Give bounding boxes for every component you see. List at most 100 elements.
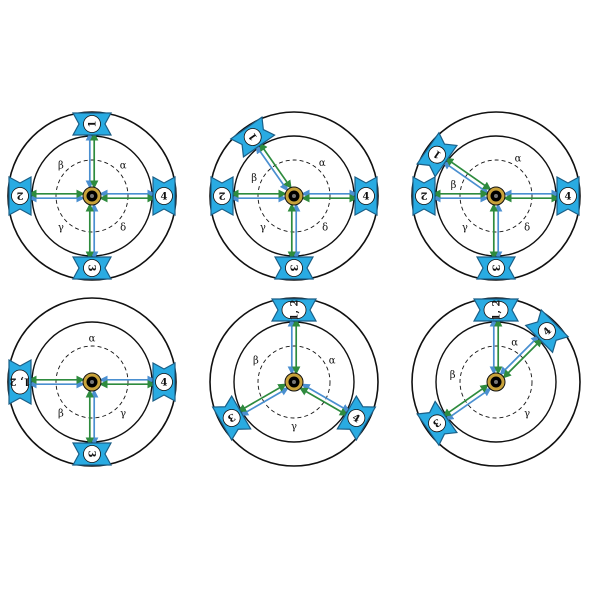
badge-disc xyxy=(155,187,173,205)
panel-f: α β γ 1, 2 3 4 xyxy=(411,297,581,467)
hub-center xyxy=(90,380,94,384)
angle-label-3: γ xyxy=(120,409,126,420)
outer-ring xyxy=(7,111,177,281)
badge-1: 1, 2 xyxy=(472,298,520,322)
badge-label: 1, 2 xyxy=(290,300,301,321)
badge-label: 3 xyxy=(225,411,237,424)
badge-1: 1 xyxy=(416,131,458,178)
badge-label: 3 xyxy=(287,265,298,272)
angle-label-3: γ xyxy=(462,223,468,234)
angle-label-2: β xyxy=(253,356,259,367)
badge-disc xyxy=(83,115,101,133)
badge-disc xyxy=(281,301,307,319)
outer-ring xyxy=(411,111,581,281)
outer-ring xyxy=(209,297,379,467)
angle-label-2: β xyxy=(251,173,257,184)
badge-2: 3 xyxy=(71,442,113,466)
angle-label-4: δ xyxy=(524,223,530,234)
arrow-green-1 xyxy=(444,157,492,191)
badge-disc xyxy=(559,187,577,205)
outer-ring xyxy=(7,297,177,467)
angle-label-3: γ xyxy=(58,223,64,234)
badge-4: 4 xyxy=(152,175,176,217)
badge-disc xyxy=(11,369,29,395)
badge-disc xyxy=(83,259,101,277)
angle-label-1: α xyxy=(511,338,518,349)
angle-label-3: γ xyxy=(260,223,266,234)
badge-disc xyxy=(285,259,303,277)
badge-label: 4 xyxy=(565,192,572,203)
angle-label-4: δ xyxy=(120,223,126,234)
angle-label-1: α xyxy=(120,160,127,171)
badge-disc xyxy=(11,187,29,205)
badge-disc xyxy=(487,259,505,277)
panel-d: α β γ 1, 2 3 4 xyxy=(7,297,177,467)
badge-label: 4 xyxy=(161,192,168,203)
badge-disc xyxy=(538,322,556,340)
angle-label-2: β xyxy=(451,180,457,191)
badge-disc xyxy=(483,301,509,319)
badge-3: 4 xyxy=(524,308,570,354)
badge-label: 4 xyxy=(363,192,370,203)
arrow-blue-1 xyxy=(255,144,289,192)
badge-1: 1, 2 xyxy=(270,298,318,322)
badge-3: 4 xyxy=(336,394,377,442)
badge-disc xyxy=(357,187,375,205)
arrow-blue-2 xyxy=(444,387,492,421)
angle-label-1: α xyxy=(89,334,96,345)
outer-ring xyxy=(209,111,379,281)
hub-center xyxy=(292,194,296,198)
badge-2: 3 xyxy=(416,400,458,447)
badge-3: 3 xyxy=(273,256,315,280)
badge-disc xyxy=(222,409,241,427)
badge-2: 3 xyxy=(211,394,252,442)
angle-label-1: α xyxy=(515,153,522,164)
badge-disc xyxy=(243,128,262,146)
badge-1: 1 xyxy=(229,116,276,158)
outer-ring xyxy=(411,297,581,467)
arrow-green-2 xyxy=(237,383,287,413)
arrow-green-3 xyxy=(299,387,349,417)
angle-label-1: α xyxy=(329,356,336,367)
badge-2: 2 xyxy=(8,175,32,217)
badge-2: 2 xyxy=(412,175,436,217)
badge-3: 4 xyxy=(152,361,176,403)
arrow-blue-2 xyxy=(239,387,289,417)
hub-center xyxy=(292,380,296,384)
arrow-green-2 xyxy=(442,384,489,418)
badge-label: 1, 2 xyxy=(10,375,31,386)
panel-a: α β γ δ 1 2 3 4 xyxy=(7,111,177,281)
badge-label: 3 xyxy=(85,265,96,272)
panel-e: α β γ 1, 2 3 4 xyxy=(209,297,379,467)
badge-3: 3 xyxy=(475,256,517,280)
angle-label-3: γ xyxy=(291,422,297,433)
angle-label-4: δ xyxy=(322,223,328,234)
badge-label: 2 xyxy=(16,189,23,200)
hub-center xyxy=(90,194,94,198)
panel-c: α β γ δ 1 2 3 4 xyxy=(411,111,581,281)
badge-disc xyxy=(428,414,446,433)
badge-2: 2 xyxy=(210,175,234,217)
badge-label: 1, 2 xyxy=(492,300,503,321)
arrow-blue-3 xyxy=(499,335,540,376)
angle-label-2: β xyxy=(58,160,64,171)
arrow-green-3 xyxy=(502,338,543,379)
badge-label: 2 xyxy=(420,189,427,200)
badge-label: 3 xyxy=(489,265,500,272)
angle-label-3: γ xyxy=(524,409,530,420)
badge-disc xyxy=(415,187,433,205)
arrow-green-1 xyxy=(258,142,292,189)
badge-1: 1, 2 xyxy=(8,358,32,406)
badge-disc xyxy=(213,187,231,205)
badge-label: 3 xyxy=(85,451,96,458)
hub-center xyxy=(494,380,498,384)
arrow-blue-3 xyxy=(301,383,351,413)
badge-disc xyxy=(428,145,446,164)
panel-b: α β γ δ 1 2 3 4 xyxy=(209,111,379,281)
badge-label: 4 xyxy=(350,412,362,425)
hub-center xyxy=(494,194,498,198)
angle-label-2: β xyxy=(450,370,456,381)
badge-disc xyxy=(347,409,366,427)
angle-label-2: β xyxy=(58,409,64,420)
